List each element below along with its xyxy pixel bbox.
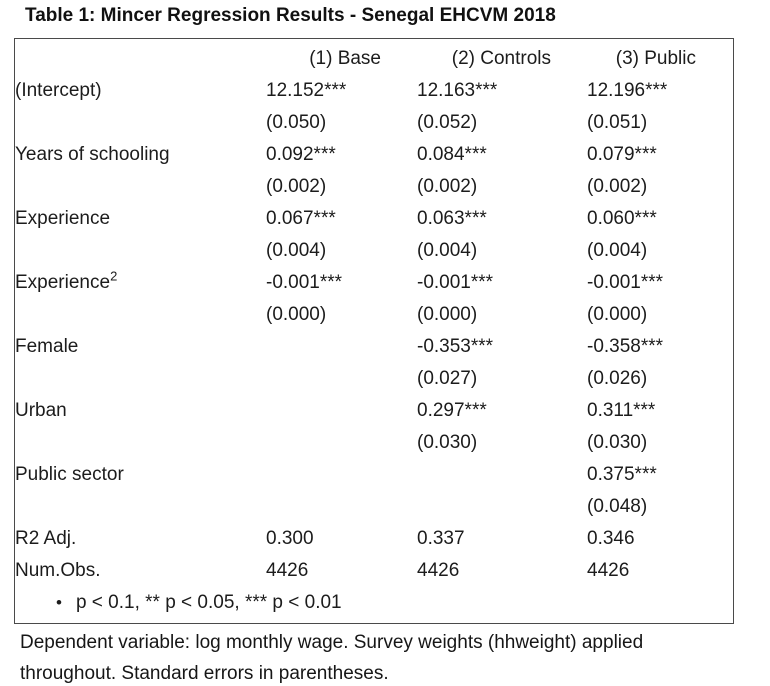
- stat-cell: 4426: [417, 560, 460, 581]
- coef-cell: -0.358***: [587, 336, 664, 357]
- column-header-model-1: (1) Base: [309, 48, 381, 69]
- coef-cell: -0.001***: [266, 272, 343, 293]
- row-label: R2 Adj.: [15, 528, 77, 549]
- table-row: (0.050) (0.052) (0.051): [15, 107, 732, 139]
- coef-cell: -0.001***: [587, 272, 664, 293]
- se-cell: (0.000): [266, 304, 327, 325]
- se-cell: [266, 363, 417, 395]
- stat-cell: 0.300: [266, 528, 314, 549]
- table-row: Public sector 0.375***: [15, 459, 732, 491]
- se-cell: (0.026): [587, 368, 648, 389]
- se-cell: (0.052): [417, 112, 478, 133]
- coef-cell: 0.079***: [587, 144, 657, 165]
- coef-cell: [266, 459, 417, 491]
- header-row: (1) Base (2) Controls (3) Public: [15, 43, 732, 75]
- se-cell: (0.048): [587, 496, 648, 517]
- coef-cell: 0.297***: [417, 400, 487, 421]
- coef-cell: 0.067***: [266, 208, 336, 229]
- coef-cell: -0.001***: [417, 272, 494, 293]
- row-label: [15, 491, 266, 523]
- table-row: (0.000) (0.000) (0.000): [15, 299, 732, 331]
- table-row: Num.Obs. 4426 4426 4426: [15, 555, 732, 587]
- table-row: Years of schooling 0.092*** 0.084*** 0.079*…: [15, 139, 732, 171]
- table-header: (1) Base (2) Controls (3) Public: [15, 43, 732, 75]
- coef-cell: 0.060***: [587, 208, 657, 229]
- row-label: Num.Obs.: [15, 560, 101, 581]
- table-row: Female -0.353*** -0.358***: [15, 331, 732, 363]
- table-title: Table 1: Mincer Regression Results - Sen…: [25, 5, 556, 26]
- se-cell: (0.030): [587, 432, 648, 453]
- table-row: (0.004) (0.004) (0.004): [15, 235, 732, 267]
- coef-cell: 0.092***: [266, 144, 336, 165]
- regression-table-box: (1) Base (2) Controls (3) Public (Interc…: [14, 38, 734, 624]
- results-table-body: (Intercept) 12.152*** 12.163*** 12.196*** (0…: [15, 75, 732, 587]
- stat-cell: 4426: [266, 560, 309, 581]
- row-label: Public sector: [15, 464, 124, 485]
- coef-cell: [266, 331, 417, 363]
- se-cell: (0.002): [587, 176, 648, 197]
- row-label: Experience: [15, 208, 111, 229]
- stat-cell: 0.337: [417, 528, 465, 549]
- significance-note-row: • p < 0.1, ** p < 0.05, *** p < 0.01: [15, 587, 732, 619]
- row-label: [15, 171, 266, 203]
- table-caption: Dependent variable: log monthly wage. Su…: [20, 632, 644, 684]
- table-row: R2 Adj. 0.300 0.337 0.346: [15, 523, 732, 555]
- stat-cell: 0.346: [587, 528, 635, 549]
- se-cell: [266, 491, 417, 523]
- regression-results-table: (1) Base (2) Controls (3) Public (Interc…: [15, 43, 732, 619]
- row-label-text: Experience: [15, 272, 111, 293]
- se-cell: (0.000): [417, 304, 478, 325]
- se-cell: (0.000): [587, 304, 648, 325]
- coef-cell: 12.163***: [417, 80, 498, 101]
- se-cell: (0.050): [266, 112, 327, 133]
- table-row: Experience 0.067*** 0.063*** 0.060***: [15, 203, 732, 235]
- header-corner-cell: [15, 43, 266, 75]
- se-cell: (0.030): [417, 432, 478, 453]
- row-label: [15, 363, 266, 395]
- significance-note-cell: • p < 0.1, ** p < 0.05, *** p < 0.01: [15, 587, 732, 619]
- column-header-model-3: (3) Public: [615, 48, 696, 69]
- se-cell: (0.004): [587, 240, 648, 261]
- coef-cell: 0.375***: [587, 464, 657, 485]
- row-label: Years of schooling: [15, 144, 170, 165]
- se-cell: (0.004): [417, 240, 478, 261]
- se-cell: [417, 491, 587, 523]
- stat-cell: 4426: [587, 560, 630, 581]
- row-label: [15, 299, 266, 331]
- coef-cell: [417, 459, 587, 491]
- row-label: [15, 427, 266, 459]
- column-header-model-2: (2) Controls: [451, 48, 551, 69]
- row-label: Female: [15, 336, 79, 357]
- coef-cell: [266, 395, 417, 427]
- row-label-superscript: 2: [110, 268, 118, 284]
- coef-cell: -0.353***: [417, 336, 494, 357]
- se-cell: (0.027): [417, 368, 478, 389]
- row-label: [15, 235, 266, 267]
- bullet-icon: •: [56, 593, 62, 612]
- se-cell: (0.051): [587, 112, 648, 133]
- row-label: (Intercept): [15, 80, 102, 101]
- se-cell: (0.002): [266, 176, 327, 197]
- table-row: (0.027) (0.026): [15, 363, 732, 395]
- table-row: (Intercept) 12.152*** 12.163*** 12.196***: [15, 75, 732, 107]
- se-cell: (0.004): [266, 240, 327, 261]
- table-row: Urban 0.297*** 0.311***: [15, 395, 732, 427]
- se-cell: [266, 427, 417, 459]
- coef-cell: 12.152***: [266, 80, 347, 101]
- row-label: [15, 107, 266, 139]
- coef-cell: 12.196***: [587, 80, 668, 101]
- row-label: Urban: [15, 400, 67, 421]
- table-footer: • p < 0.1, ** p < 0.05, *** p < 0.01: [15, 587, 732, 619]
- table-row: (0.030) (0.030): [15, 427, 732, 459]
- table-row: (0.048): [15, 491, 732, 523]
- table-row: Experience2 -0.001*** -0.001*** -0.001***: [15, 267, 732, 299]
- coef-cell: 0.063***: [417, 208, 487, 229]
- se-cell: (0.002): [417, 176, 478, 197]
- coef-cell: 0.084***: [417, 144, 487, 165]
- row-label: Experience2: [15, 267, 266, 299]
- coef-cell: 0.311***: [587, 400, 656, 421]
- significance-note: p < 0.1, ** p < 0.05, *** p < 0.01: [75, 592, 342, 613]
- table-row: (0.002) (0.002) (0.002): [15, 171, 732, 203]
